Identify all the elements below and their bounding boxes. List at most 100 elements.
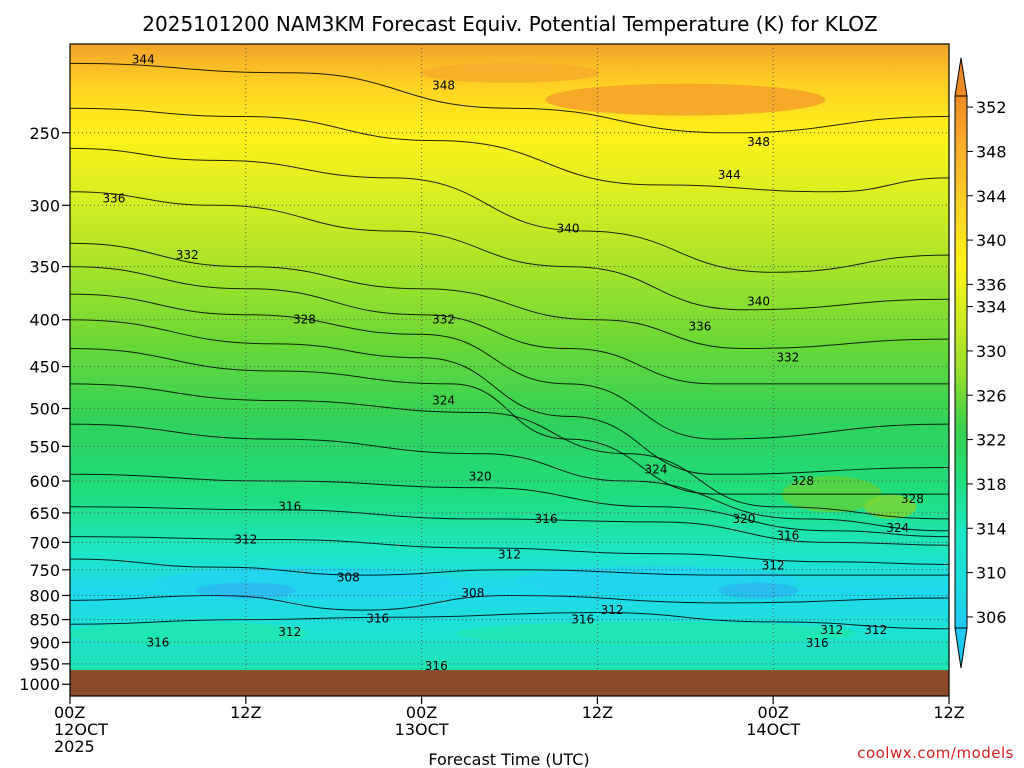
colorbar-tick-label: 344 <box>976 187 1007 206</box>
colorbar-ticks: 352 348 344 340 336 334 330 326 322 318 314 310 306 <box>967 98 1007 627</box>
contour-label: 324 <box>645 463 668 477</box>
contour-label: 328 <box>293 313 316 327</box>
contour-line <box>70 107 949 193</box>
y-tick-label: 400 <box>29 311 60 330</box>
colorbar-ramp <box>954 95 968 629</box>
contour-label: 316 <box>278 500 301 514</box>
x-tick-label: 14OCT <box>746 720 800 739</box>
y-tick-label: 450 <box>29 358 60 377</box>
contour-lines <box>70 62 949 630</box>
field-background <box>70 44 949 696</box>
contour-label: 328 <box>791 474 814 488</box>
colorbar-tick-label: 330 <box>976 342 1007 361</box>
x-tick-label: 00Z <box>54 703 85 722</box>
contour-label: 316 <box>425 659 448 673</box>
theta-e-field <box>70 44 949 696</box>
colorbar-tick-label: 336 <box>976 275 1007 294</box>
y-tick-label: 250 <box>29 124 60 143</box>
colorbar-tick-label: 306 <box>976 608 1007 627</box>
x-tick-label: 00Z <box>406 703 437 722</box>
contour-label: 344 <box>132 53 155 67</box>
chart-title: 2025101200 NAM3KM Forecast Equiv. Potent… <box>142 12 877 36</box>
field-feature <box>545 83 826 116</box>
field-feature <box>456 621 856 646</box>
colorbar-tick-label: 352 <box>976 98 1007 117</box>
x-tick-label: 2025 <box>54 737 95 756</box>
contour-line <box>70 383 949 520</box>
contour-line <box>70 473 949 538</box>
contour-line <box>70 147 949 273</box>
colorbar-tick-label: 348 <box>976 142 1007 161</box>
contour-label: 320 <box>469 469 492 483</box>
contour-line <box>70 558 949 576</box>
contour-label: 348 <box>747 135 770 149</box>
field-feature <box>154 566 455 599</box>
x-tick-label: 12Z <box>230 703 261 722</box>
contour-label: 308 <box>461 586 484 600</box>
x-tick-label: 12Z <box>582 703 613 722</box>
contour-line <box>70 62 949 134</box>
contour-line <box>70 506 949 546</box>
contour-label: 316 <box>366 612 389 626</box>
x-tick-label: 13OCT <box>395 720 449 739</box>
contour-label: 312 <box>498 548 521 562</box>
contour-label: 328 <box>901 492 924 506</box>
y-tick-label: 600 <box>29 472 60 491</box>
contour-label: 316 <box>146 635 169 649</box>
field-feature <box>70 621 308 646</box>
colorbar-tick-label: 314 <box>976 519 1007 538</box>
y-tick-label: 500 <box>29 400 60 419</box>
contour-label: 312 <box>601 603 624 617</box>
contour-label: 332 <box>432 313 455 327</box>
contour-label: 316 <box>571 613 594 627</box>
contour-label: 340 <box>557 221 580 235</box>
field-feature <box>864 494 917 519</box>
field-feature <box>195 582 296 599</box>
contour-label: 336 <box>102 192 125 206</box>
contour-line <box>70 319 949 475</box>
x-tick-label: 12Z <box>933 703 964 722</box>
y-axis: 250 300 350 400 450 500 550 600 650 700 750 800 850 9… <box>19 124 70 694</box>
contour-label: 324 <box>432 393 455 407</box>
contour-label: 332 <box>776 351 799 365</box>
colorbar-top-arrow <box>954 57 968 97</box>
credit-text: coolwx.com/models <box>857 744 1014 762</box>
colorbar-tick-label: 334 <box>976 298 1007 317</box>
y-tick-label: 700 <box>29 533 60 552</box>
surface-terrain <box>70 670 949 696</box>
x-tick-label: 12OCT <box>54 720 108 739</box>
contour-label: 336 <box>688 320 711 334</box>
contour-label: 312 <box>762 559 785 573</box>
contour-label: 332 <box>176 248 199 262</box>
y-tick-label: 800 <box>29 586 60 605</box>
contour-label: 312 <box>234 533 257 547</box>
contour-line <box>70 293 949 440</box>
contour-label: 348 <box>432 79 455 93</box>
contour-line <box>70 594 949 611</box>
contour-label: 324 <box>886 521 909 535</box>
y-tick-label: 850 <box>29 611 60 630</box>
contour-label: 316 <box>776 528 799 542</box>
contour-line <box>70 191 949 311</box>
y-tick-label: 950 <box>29 655 60 674</box>
y-tick-label: 750 <box>29 561 60 580</box>
colorbar-tick-label: 322 <box>976 431 1007 450</box>
contour-label: 344 <box>718 168 741 182</box>
y-tick-label: 350 <box>29 258 60 277</box>
colorbar-tick-label: 310 <box>976 564 1007 583</box>
colorbar: 352 348 344 340 336 334 330 326 322 318 314 310 306 <box>954 57 1007 669</box>
plot-frame <box>69 43 950 697</box>
contour-label: 316 <box>535 512 558 526</box>
contour-line <box>70 242 949 350</box>
contour-labels: 344 348 348 344 336 340 332 340 328 332 336 332 324 3… <box>102 53 923 673</box>
contour-label: 312 <box>820 623 843 637</box>
contour-line <box>70 348 949 495</box>
contour-line <box>70 423 949 532</box>
contour-label: 340 <box>747 294 770 308</box>
contour-line <box>70 266 949 385</box>
colorbar-tick-label: 340 <box>976 231 1007 250</box>
contour-line <box>70 536 949 565</box>
y-tick-label: 900 <box>29 633 60 652</box>
